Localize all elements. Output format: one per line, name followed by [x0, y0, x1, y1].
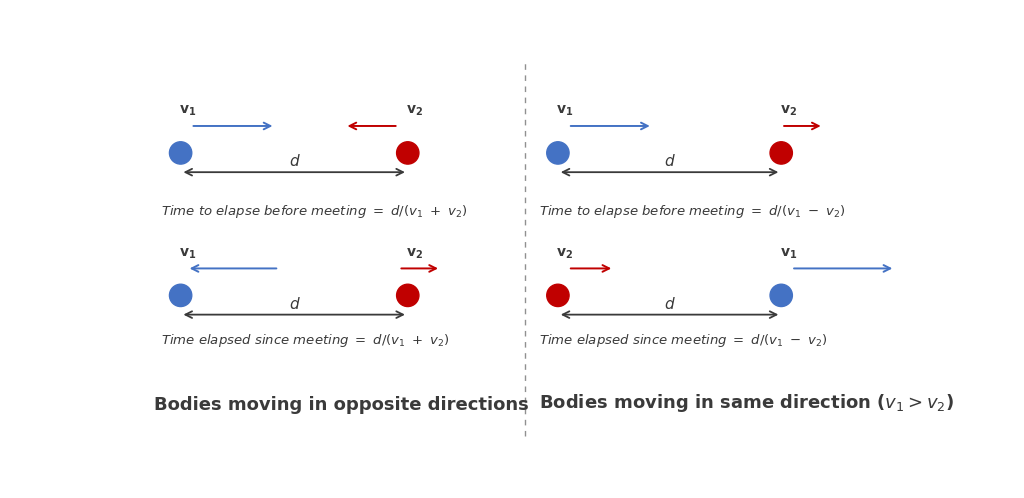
Circle shape: [396, 142, 419, 164]
Text: $\mathbf{v_2}$: $\mathbf{v_2}$: [407, 104, 423, 119]
Circle shape: [169, 284, 191, 307]
Text: $\mathbf{v_2}$: $\mathbf{v_2}$: [779, 104, 797, 119]
Circle shape: [169, 142, 191, 164]
Text: $\mathbf{v_1}$: $\mathbf{v_1}$: [179, 104, 197, 119]
Text: Bodies moving in opposite directions: Bodies moving in opposite directions: [154, 396, 528, 414]
Text: d: d: [290, 154, 299, 169]
Text: $\it{Time\ elapsed\ since\ meeting\ =\ d/(v_1\ +\ v_2)}$: $\it{Time\ elapsed\ since\ meeting\ =\ d…: [162, 332, 451, 349]
Text: $\mathbf{v_1}$: $\mathbf{v_1}$: [556, 104, 573, 119]
Circle shape: [547, 284, 569, 307]
Text: $\it{Time\ to\ elapse\ before\ meeting\ =\ d/(v_1\ -\ v_2)}$: $\it{Time\ to\ elapse\ before\ meeting\ …: [539, 203, 845, 220]
Circle shape: [770, 142, 793, 164]
Circle shape: [770, 284, 793, 307]
Text: $\mathbf{v_1}$: $\mathbf{v_1}$: [179, 247, 197, 261]
Circle shape: [396, 284, 419, 307]
Text: $\mathbf{v_1}$: $\mathbf{v_1}$: [779, 247, 797, 261]
Text: $\it{Time\ elapsed\ since\ meeting\ =\ d/(v_1\ -\ v_2)}$: $\it{Time\ elapsed\ since\ meeting\ =\ d…: [539, 332, 827, 349]
Text: Bodies moving in same direction ($v_1 > v_2$): Bodies moving in same direction ($v_1 > …: [539, 392, 953, 414]
Text: d: d: [665, 296, 675, 312]
Text: $\mathbf{v_2}$: $\mathbf{v_2}$: [556, 247, 573, 261]
Text: d: d: [665, 154, 675, 169]
Text: $\mathbf{v_2}$: $\mathbf{v_2}$: [407, 247, 423, 261]
Circle shape: [547, 142, 569, 164]
Text: d: d: [290, 296, 299, 312]
Text: $\it{Time\ to\ elapse\ before\ meeting\ =\ d/(v_1\ +\ v_2)}$: $\it{Time\ to\ elapse\ before\ meeting\ …: [162, 203, 468, 220]
